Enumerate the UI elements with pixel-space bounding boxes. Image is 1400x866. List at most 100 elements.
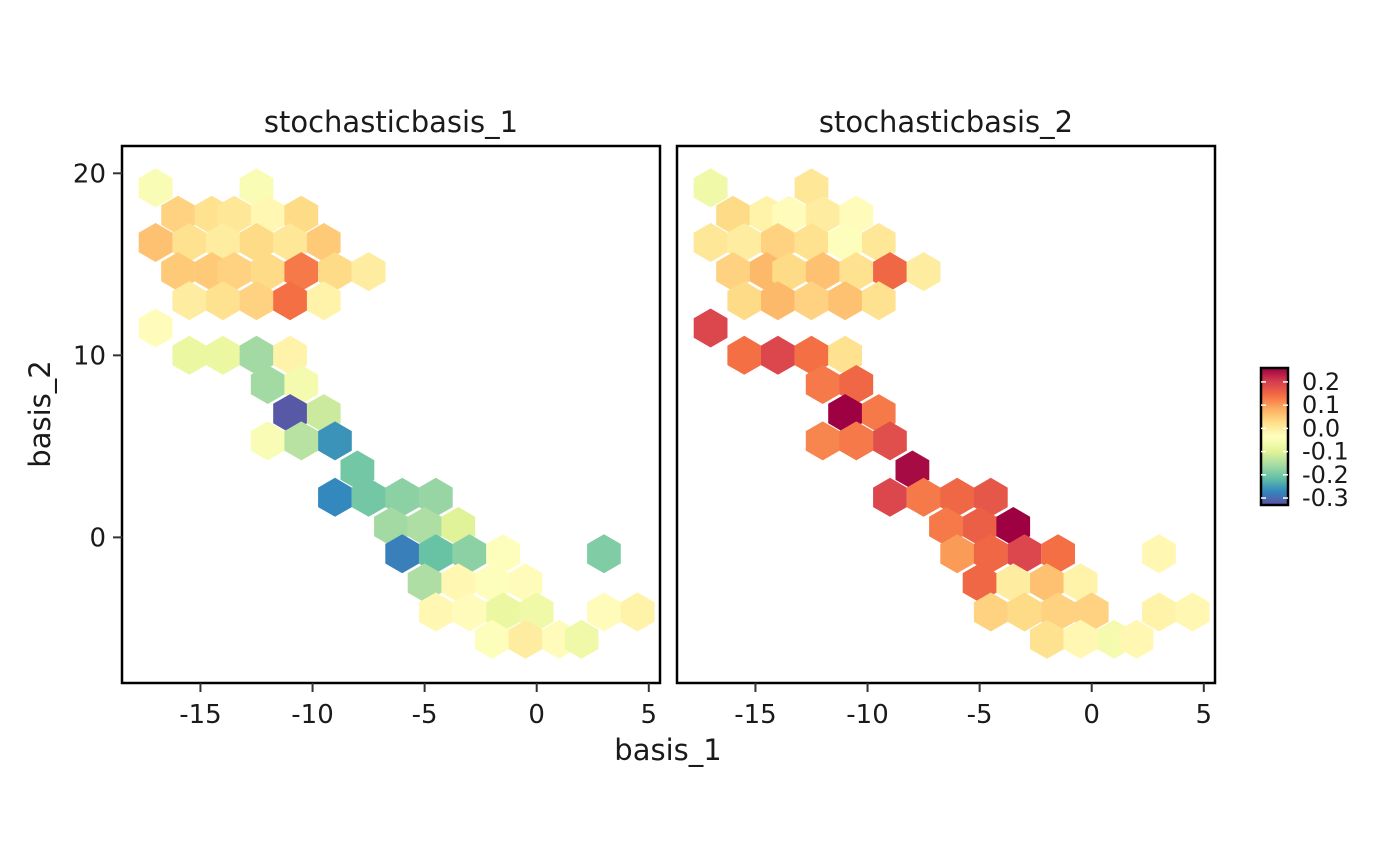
hex-cell: [1142, 534, 1176, 574]
hex-cell: [452, 592, 487, 632]
x-tick-label: -10: [846, 700, 888, 730]
hex-cell: [475, 563, 509, 603]
hex-cell: [839, 421, 874, 461]
x-tick-label: 5: [1196, 700, 1213, 730]
hex-cell: [318, 252, 352, 292]
colorbar-tick-label: -0.3: [1302, 484, 1349, 512]
x-tick-label: -5: [412, 700, 438, 730]
hex-cell: [996, 563, 1031, 603]
hex-cell: [284, 421, 319, 461]
hex-cell: [794, 223, 829, 262]
colorbar-bar: [1259, 366, 1290, 507]
hex-cell: [716, 252, 750, 292]
x-axis-label: basis_1: [614, 733, 721, 767]
hex-cell: [727, 223, 762, 262]
hex-cell: [1119, 619, 1154, 659]
colorbar-legend: 0.20.10.0-0.1-0.2-0.3: [1259, 366, 1349, 512]
x-tick-label: 0: [528, 700, 545, 730]
hex-cell: [1142, 592, 1176, 632]
hex-cell: [940, 534, 975, 574]
hex-cell: [508, 563, 543, 603]
x-tick-label: -5: [967, 700, 993, 730]
hex-cell: [318, 477, 352, 517]
hex-cell: [805, 421, 840, 461]
hex-cell: [385, 477, 420, 517]
hex-cell: [1007, 592, 1042, 632]
hex-cell: [441, 563, 476, 603]
hex-cell: [418, 534, 453, 574]
hex-cell: [1063, 619, 1098, 659]
hex-cell: [828, 281, 862, 321]
hex-cell: [828, 335, 862, 375]
hex-cell: [973, 592, 1008, 632]
hex-cell: [772, 252, 806, 292]
hex-cell: [839, 365, 874, 404]
hex-cell: [828, 223, 862, 262]
hex-cell: [206, 335, 240, 375]
hex-cell: [1030, 619, 1064, 659]
hex-cell: [385, 534, 420, 574]
hex-cells-1: [138, 168, 655, 659]
hex-cell: [973, 477, 1008, 517]
hex-cell: [161, 252, 195, 292]
hex-cell: [794, 335, 829, 375]
hex-cell: [873, 252, 907, 292]
hex-cell: [1030, 563, 1064, 603]
y-tick-label: 20: [73, 159, 106, 189]
hex-cell: [873, 477, 907, 517]
x-tick-label: -15: [734, 700, 776, 730]
hex-cell: [418, 477, 453, 517]
hex-cell: [873, 421, 907, 461]
y-tick-label: 0: [89, 523, 106, 553]
hex-cell: [794, 281, 829, 321]
hex-cells-2: [693, 168, 1210, 659]
x-tick-label: 0: [1083, 700, 1100, 730]
hex-cell: [284, 252, 319, 292]
hex-cell: [239, 335, 274, 375]
facet-panel-1: stochasticbasis_1 -15 -10 -5 0 5 0 10 20: [73, 105, 662, 730]
x-tick-label: -15: [179, 700, 221, 730]
y-axis-label: basis_2: [23, 360, 57, 467]
hex-cell: [761, 281, 795, 321]
hex-cell: [727, 281, 762, 321]
y-tick-label: 10: [73, 341, 106, 371]
hex-cell: [805, 252, 840, 292]
hex-cell: [239, 281, 274, 321]
hex-cell: [284, 365, 319, 404]
hex-cell: [351, 477, 386, 517]
hex-cell: [172, 281, 207, 321]
hex-cell: [861, 223, 896, 262]
colorbar-ticks: 0.20.10.0-0.1-0.2-0.3: [1261, 368, 1349, 512]
hex-cell: [318, 421, 352, 461]
colorbar-tick-label: -0.2: [1302, 461, 1349, 489]
x-axis-ticks-2: -15 -10 -5 0 5: [734, 683, 1212, 730]
hex-cell: [306, 281, 341, 321]
x-tick-label: 5: [641, 700, 658, 730]
hex-cell: [564, 619, 599, 659]
hex-cell: [486, 534, 520, 574]
hex-cell: [273, 335, 307, 375]
hex-cell: [587, 534, 621, 574]
hex-cell: [693, 168, 728, 208]
hex-cell: [250, 421, 285, 461]
hex-cell: [973, 534, 1008, 574]
x-tick-label: -10: [291, 700, 333, 730]
hex-cell: [761, 223, 795, 262]
hex-cell: [861, 281, 896, 321]
panel-border-1: [120, 144, 662, 685]
hex-cell: [138, 308, 173, 348]
hex-cell: [906, 477, 941, 517]
y-axis-ticks: 0 10 20: [73, 159, 122, 553]
hex-cell: [206, 223, 240, 262]
hex-cell: [727, 335, 762, 375]
hex-cell: [250, 365, 285, 404]
hex-cell: [273, 223, 307, 262]
hex-cell: [805, 365, 840, 404]
hex-cell: [138, 223, 173, 262]
hex-cell: [407, 563, 442, 603]
hex-cell: [239, 223, 274, 262]
facet-title-1: stochasticbasis_1: [264, 105, 518, 139]
hex-cell: [172, 335, 207, 375]
colorbar-tick-label: -0.1: [1302, 438, 1349, 466]
